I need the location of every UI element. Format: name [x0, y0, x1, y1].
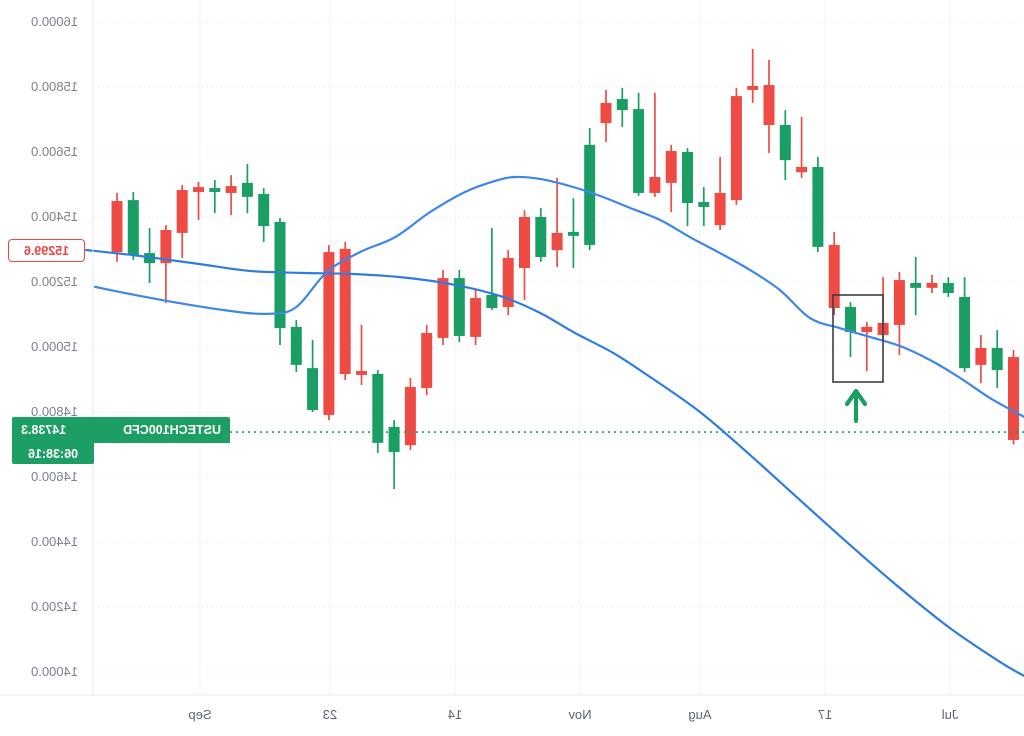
ma-line-fast	[93, 175, 1024, 418]
candle-body	[861, 326, 873, 333]
price-axis-label: 15200.0	[31, 274, 78, 289]
candle-body	[828, 244, 840, 308]
price-axis-label: 15000.0	[31, 339, 78, 354]
time-axis-label: 14	[447, 707, 463, 722]
time-axis-label: 23	[322, 707, 338, 722]
candle-body	[388, 426, 400, 452]
candle-body	[421, 333, 433, 388]
candle-body	[356, 371, 367, 375]
candle-body	[763, 85, 775, 126]
price-axis-label: 14200.0	[31, 599, 78, 614]
candle-body	[519, 217, 530, 269]
candle-body	[290, 326, 302, 365]
time-axis-label: Nov	[568, 707, 592, 722]
last-price-value: 14738.3	[21, 423, 67, 437]
candle-body	[633, 109, 645, 193]
candle-body	[437, 278, 449, 338]
candle-body	[274, 221, 286, 329]
price-axis-label: 15600.0	[31, 144, 78, 159]
candle-body	[567, 231, 579, 236]
time-axis-label: 17	[817, 707, 833, 722]
candle-body	[372, 373, 384, 443]
price-axis-label: 15800.0	[31, 79, 78, 94]
candle-body	[649, 177, 661, 193]
price-axis-label: 14400.0	[31, 534, 78, 549]
candle-body	[535, 217, 547, 257]
candle-body	[796, 166, 808, 173]
candle-body	[225, 186, 237, 193]
candle-body	[193, 187, 204, 192]
candle-body	[698, 202, 710, 207]
ma-price-badge-value: 15299.6	[23, 243, 70, 258]
ma-price-badge: 15299.6	[8, 239, 85, 262]
candle-body	[714, 192, 726, 226]
candle-body	[665, 151, 677, 183]
candle-body	[404, 386, 416, 446]
last-price-badge-time: 06:38:16	[12, 443, 94, 464]
countdown-timer: 06:38:16	[27, 446, 79, 461]
candle-body	[323, 252, 335, 415]
time-axis-label: Sep	[188, 707, 212, 722]
candle-body	[241, 182, 253, 197]
price-axis-label: 16000.0	[31, 14, 78, 29]
candle-body	[926, 282, 938, 288]
candle-body	[812, 166, 824, 247]
time-axis-label: Jul	[941, 707, 959, 722]
candle-body	[975, 347, 987, 365]
candle-body	[486, 295, 498, 308]
candle-body	[779, 125, 791, 161]
candle-body	[942, 282, 954, 294]
candle-body	[730, 96, 742, 201]
candle-body	[339, 248, 351, 374]
candle-body	[307, 368, 319, 411]
candle-body	[845, 307, 856, 333]
price-axis-label: 14000.0	[31, 664, 78, 679]
candle-body	[584, 144, 596, 245]
symbol-label: USTECH100CFD	[123, 423, 221, 437]
candle-body	[747, 86, 759, 90]
candle-body	[551, 232, 563, 251]
candle-body	[502, 257, 514, 308]
price-axis-label: 14600.0	[31, 469, 78, 484]
candle-body	[470, 297, 482, 337]
candle-body	[176, 190, 188, 233]
candle-body	[127, 200, 139, 256]
candle-body	[893, 280, 905, 325]
time-axis-label: Aug	[688, 707, 712, 722]
candle-body	[991, 347, 1003, 371]
candle-body	[616, 99, 628, 111]
candle-body	[209, 188, 221, 192]
candle-body	[258, 193, 270, 227]
candle-body	[160, 230, 172, 264]
highlight-rectangle[interactable]	[832, 294, 884, 383]
up-arrow-icon[interactable]	[844, 388, 868, 424]
candle-body	[910, 282, 922, 288]
candle-body	[111, 201, 123, 253]
candle-body	[453, 278, 465, 336]
ma-line-slow	[84, 248, 1024, 677]
last-price-badge: USTECH100CFD 14738.3 06:38:16	[12, 417, 230, 464]
candle-body	[959, 296, 971, 369]
candle-body	[1008, 357, 1019, 440]
last-price-badge-main: USTECH100CFD 14738.3	[12, 417, 230, 443]
price-axis-label: 15400.0	[31, 209, 78, 224]
candle-body	[600, 102, 612, 124]
candle-body	[682, 152, 693, 204]
